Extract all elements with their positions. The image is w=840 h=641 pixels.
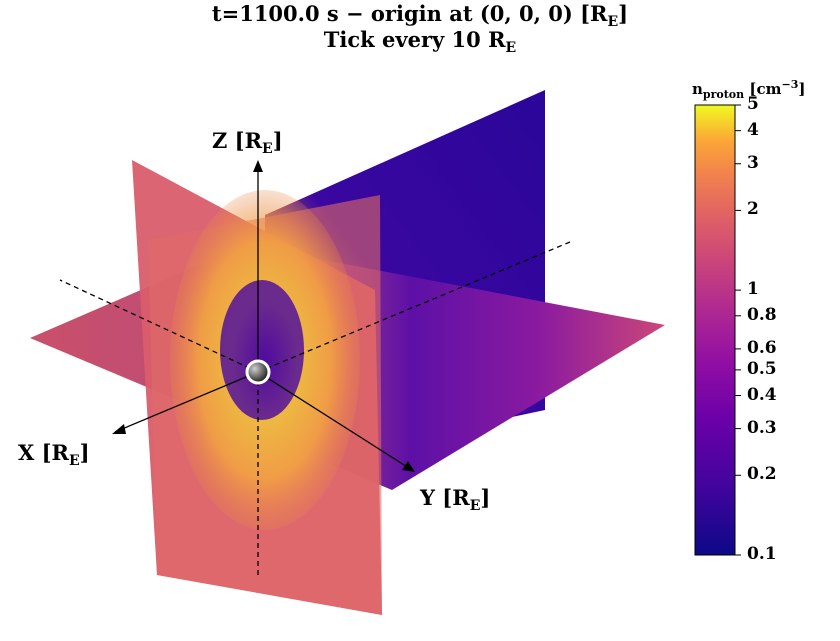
magnetosphere-inner — [220, 280, 304, 420]
colorbar-tick-label: 0.6 — [747, 337, 777, 358]
colorbar-tick-label: 1 — [747, 279, 759, 300]
colorbar-tick-label: 0.8 — [747, 304, 777, 325]
colorbar-label: nproton [cm−3] — [692, 78, 806, 101]
colorbar-ticks — [735, 104, 741, 556]
colorbar-tick-label: 2 — [747, 199, 759, 220]
colorbar-tick-label: 4 — [747, 119, 759, 140]
colorbar-tick-label: 5 — [747, 94, 759, 114]
axis-arrowheads — [112, 160, 415, 472]
chart-title-line2: Tick every 10 RE — [323, 27, 517, 57]
x-axis-label: X [RE] — [18, 440, 90, 470]
colorbar-tick-label: 0.4 — [747, 384, 777, 405]
colorbar-tick-label: 0.3 — [747, 417, 777, 438]
earth-icon — [245, 359, 271, 385]
colorbar — [694, 104, 736, 556]
axes-lines — [59, 165, 571, 575]
chart-title-line1: t=1100.0 s − origin at (0, 0, 0) [RE] — [211, 1, 629, 31]
colorbar-tick-label: 0.2 — [747, 464, 777, 485]
y-axis-label: Y [RE] — [420, 485, 491, 515]
colorbar-tick-label: 0.1 — [747, 544, 777, 564]
z-axis-label: Z [RE] — [212, 128, 283, 158]
colorbar-tick-label: 3 — [747, 152, 759, 173]
colorbar-tick-label: 0.5 — [747, 358, 777, 379]
